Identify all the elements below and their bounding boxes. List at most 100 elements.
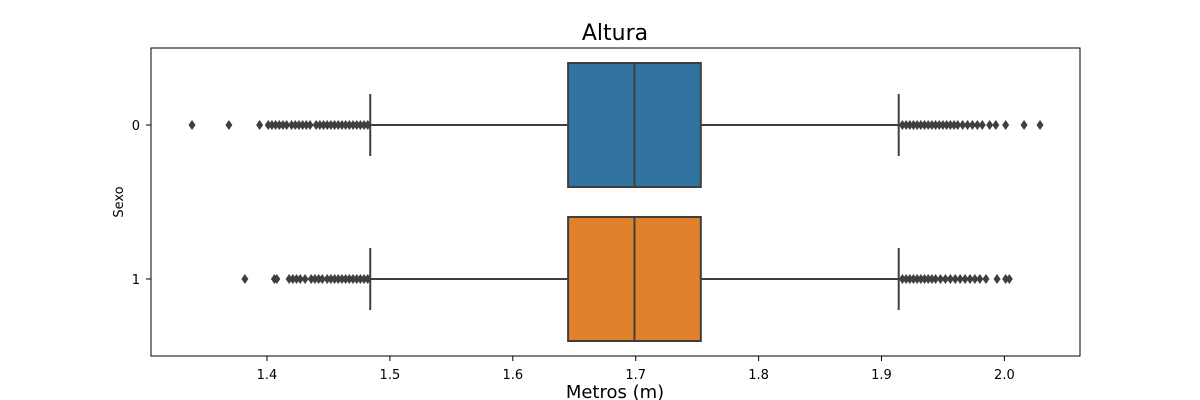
outlier-point: [225, 120, 233, 130]
outlier-point: [924, 120, 932, 130]
outlier-point: [902, 120, 910, 130]
outlier-point: [273, 274, 281, 284]
plot-frame: [150, 47, 1081, 357]
outlier-point: [315, 274, 323, 284]
outlier-point: [961, 274, 969, 284]
outlier-point: [334, 274, 342, 284]
outlier-point: [932, 120, 940, 130]
outlier-point: [307, 274, 315, 284]
outlier-point: [327, 274, 335, 284]
outlier-point: [1002, 274, 1010, 284]
outlier-point: [349, 120, 357, 130]
outlier-point: [941, 274, 949, 284]
outlier-point: [285, 274, 293, 284]
outlier-point: [950, 120, 958, 130]
outlier-point: [932, 274, 940, 284]
x-tick-label: 2.0: [994, 368, 1015, 383]
x-tick-label: 1.9: [871, 368, 892, 383]
outlier-point: [268, 120, 276, 130]
outlier-point: [306, 120, 314, 130]
outlier-point: [936, 274, 944, 284]
plot-area: [188, 62, 1044, 342]
y-axis-label: Sexo: [112, 186, 127, 217]
x-tick-label: 1.4: [257, 368, 278, 383]
outlier-point: [898, 120, 906, 130]
outlier-point: [302, 120, 310, 130]
box-group-0: [188, 62, 1044, 188]
outlier-point: [909, 274, 917, 284]
x-tick-label: 1.8: [748, 368, 769, 383]
outlier-point: [973, 120, 981, 130]
outlier-point: [318, 274, 326, 284]
box-group-1: [241, 216, 1013, 342]
outlier-point: [241, 274, 249, 284]
outlier-point: [954, 120, 962, 130]
y-tick-label: 1: [132, 273, 140, 288]
outlier-point: [299, 120, 307, 130]
outlier-point: [928, 120, 936, 130]
outlier-point: [342, 120, 350, 130]
outlier-point: [992, 120, 1000, 130]
outlier-point: [188, 120, 196, 130]
outlier-point: [289, 274, 297, 284]
outlier-point: [913, 274, 921, 284]
outlier-point: [279, 120, 287, 130]
outlier-point: [345, 274, 353, 284]
outlier-point: [971, 274, 979, 284]
x-tick-label: 1.6: [502, 368, 523, 383]
outlier-point: [964, 120, 972, 130]
outlier-point: [323, 274, 331, 284]
outlier-point: [1020, 120, 1028, 130]
outlier-point: [316, 120, 324, 130]
outlier-point: [921, 274, 929, 284]
outlier-point: [993, 274, 1001, 284]
outlier-point: [283, 120, 291, 130]
outlier-point: [356, 274, 364, 284]
outlier-point: [291, 120, 299, 130]
outlier-point: [917, 274, 925, 284]
outlier-point: [338, 120, 346, 130]
outlier-point: [921, 120, 929, 130]
outlier-point: [353, 274, 361, 284]
outlier-point: [898, 274, 906, 284]
x-axis-ticks: 1.4 1.5 1.6 1.7 1.8 1.9 2.0: [257, 356, 1015, 383]
x-tick-label: 1.5: [380, 368, 401, 383]
outlier-point: [909, 120, 917, 130]
outlier-point: [360, 274, 368, 284]
outlier-point: [275, 120, 283, 130]
outlier-point: [956, 274, 964, 284]
outlier-point: [902, 274, 910, 284]
x-axis-label: Metros (m): [566, 382, 664, 400]
outlier-point: [345, 120, 353, 130]
outlier-point: [364, 120, 372, 130]
outlier-point: [1036, 120, 1044, 130]
x-tick-label: 1.7: [625, 368, 646, 383]
outlier-point: [264, 120, 272, 130]
outlier-point: [968, 120, 976, 130]
outlier-point: [353, 120, 361, 130]
y-axis-ticks: 01: [132, 119, 151, 288]
outlier-point: [976, 274, 984, 284]
outlier-point: [935, 120, 943, 130]
outlier-point: [331, 274, 339, 284]
outlier-point: [296, 274, 304, 284]
outlier-point: [924, 274, 932, 284]
outlier-point: [288, 120, 296, 130]
outlier-point: [951, 274, 959, 284]
outlier-point: [334, 120, 342, 130]
outlier-point: [311, 274, 319, 284]
outlier-point: [917, 120, 925, 130]
outlier-point: [327, 120, 335, 130]
outlier-point: [939, 120, 947, 130]
outlier-point: [906, 274, 914, 284]
outlier-point: [966, 274, 974, 284]
outlier-point: [320, 120, 328, 130]
outlier-point: [906, 120, 914, 130]
outlier-point: [342, 274, 350, 284]
outlier-point: [292, 274, 300, 284]
outlier-point: [1005, 274, 1013, 284]
outlier-point: [356, 120, 364, 130]
outlier-point: [959, 120, 967, 130]
outlier-point: [360, 120, 368, 130]
outlier-point: [312, 120, 320, 130]
